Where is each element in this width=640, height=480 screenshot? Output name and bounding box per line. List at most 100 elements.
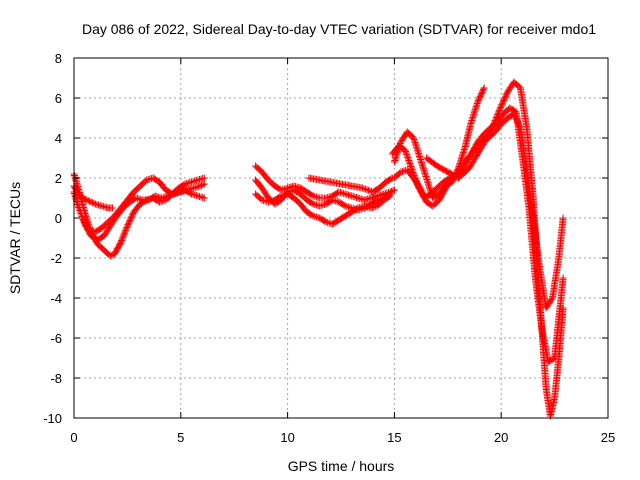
data-point [276, 193, 284, 201]
data-point [494, 109, 502, 117]
data-point [491, 116, 499, 124]
y-axis-label: SDTVAR / TECUs [7, 182, 23, 294]
data-point [402, 149, 410, 157]
data-point [386, 192, 394, 200]
data-point [548, 295, 556, 303]
data-point [200, 180, 208, 188]
data-point [258, 184, 266, 192]
data-point [488, 124, 496, 132]
x-tick-label: 5 [177, 430, 184, 445]
data-point [74, 202, 82, 210]
data-point [455, 167, 463, 175]
y-tick-label: -4 [50, 291, 62, 306]
ticks: 0 5 10 15 20 25 -10 -8 -6 -4 -2 0 2 4 6 8 [43, 51, 615, 445]
data-point [402, 148, 410, 155]
data-point [504, 88, 512, 96]
data-point [363, 186, 371, 194]
data-point [77, 211, 85, 219]
data-point [492, 114, 500, 122]
data-point [559, 304, 567, 312]
data-series [252, 190, 394, 228]
data-point [118, 237, 126, 245]
data-point [547, 297, 555, 305]
data-point [257, 195, 265, 203]
data-point [403, 152, 411, 160]
data-point [404, 154, 412, 161]
data-point [546, 298, 554, 306]
data-point [120, 229, 128, 237]
data-point [199, 181, 207, 189]
data-point [543, 303, 551, 311]
data-point [358, 184, 366, 192]
data-point [390, 186, 398, 194]
data-point [200, 174, 208, 182]
data-point [101, 231, 109, 239]
data-point [385, 193, 393, 201]
data-point [260, 187, 268, 195]
data-point [360, 185, 368, 193]
data-point [141, 197, 149, 205]
data-point [493, 112, 501, 120]
data-point [446, 177, 454, 185]
data-point [404, 155, 412, 163]
data-point [407, 163, 415, 170]
data-point [414, 181, 422, 189]
data-point [487, 127, 495, 135]
data-point [406, 161, 414, 169]
data-point [76, 208, 84, 216]
data-point [401, 146, 409, 154]
data-point [398, 137, 406, 145]
data-point [119, 232, 127, 240]
data-point [491, 118, 499, 126]
data-point [405, 158, 413, 166]
data-point [122, 225, 130, 233]
data-point [387, 175, 395, 183]
x-tick-label: 10 [280, 430, 294, 445]
data-point [389, 187, 397, 195]
data-point [400, 132, 408, 140]
data-point [445, 178, 453, 186]
data-point [361, 185, 369, 193]
data-point [87, 198, 95, 206]
data-point [505, 87, 513, 95]
y-tick-label: 2 [55, 171, 62, 186]
data-point [122, 226, 130, 234]
data-point [108, 204, 116, 212]
data-point [120, 231, 128, 239]
data-point [86, 197, 94, 205]
data-point [102, 229, 110, 237]
y-tick-label: 4 [55, 131, 62, 146]
data-point [496, 105, 504, 113]
data-point [559, 214, 567, 222]
data-point [456, 165, 464, 173]
data-point [407, 164, 415, 172]
x-tick-label: 25 [601, 430, 615, 445]
data-point [262, 190, 270, 198]
data-point [488, 125, 496, 133]
data-point [494, 111, 502, 119]
data-point [123, 223, 131, 231]
data-point [443, 181, 451, 189]
data-point [544, 301, 552, 309]
data-point [458, 162, 466, 170]
data-point [197, 181, 205, 189]
data-point [104, 225, 112, 233]
data-point [545, 300, 553, 308]
data-point [105, 223, 113, 231]
data-series [422, 78, 567, 420]
data-point [108, 251, 116, 259]
data-point [442, 184, 450, 192]
x-tick-label: 20 [494, 430, 508, 445]
x-axis-label: GPS time / hours [288, 458, 395, 474]
data-point [76, 207, 84, 214]
data-point [77, 210, 85, 217]
data-point [495, 106, 503, 114]
data-point [75, 204, 83, 211]
data-point [90, 199, 98, 207]
data-series [305, 174, 396, 196]
data-point [412, 178, 420, 186]
data-point [479, 85, 487, 93]
data-point [459, 161, 467, 169]
data-point [353, 205, 361, 213]
data-point [399, 135, 407, 143]
